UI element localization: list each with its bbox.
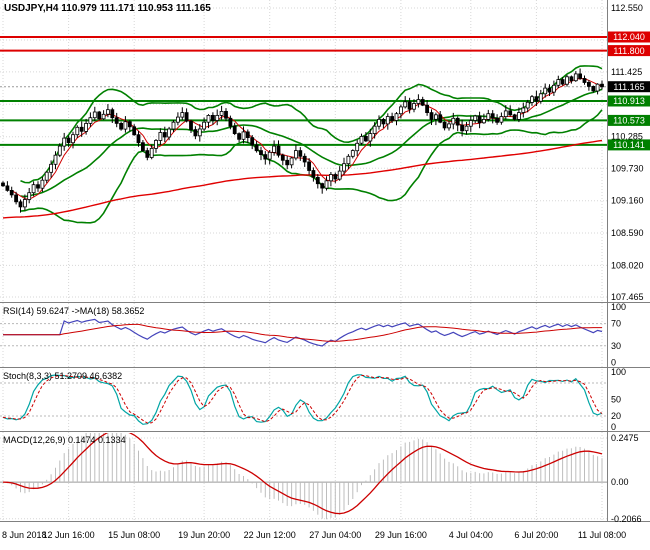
svg-text:110.913: 110.913 bbox=[613, 96, 645, 106]
svg-text:50: 50 bbox=[611, 395, 621, 405]
stoch-layer bbox=[2, 374, 603, 425]
svg-text:100: 100 bbox=[611, 302, 626, 312]
svg-text:107.465: 107.465 bbox=[611, 292, 644, 302]
svg-text:0.00: 0.00 bbox=[611, 477, 629, 487]
price-level-label[interactable] bbox=[608, 139, 650, 151]
x-axis-label: 6 Jul 20:00 bbox=[514, 530, 558, 540]
svg-text:0: 0 bbox=[611, 422, 616, 432]
svg-text:110.141: 110.141 bbox=[613, 140, 645, 150]
stoch-indicator-label: Stoch(8,3,3) 51.2709 46.6382 bbox=[3, 371, 123, 381]
svg-text:111.425: 111.425 bbox=[611, 67, 642, 77]
x-axis-label: 22 Jun 12:00 bbox=[244, 530, 296, 540]
x-axis-label: 12 Jun 16:00 bbox=[43, 530, 95, 540]
rsi-indicator-label: RSI(14) 59.6247 ->MA(18) 58.3652 bbox=[3, 306, 145, 316]
price-level-label[interactable] bbox=[608, 31, 650, 43]
chart-title: USDJPY,H4 110.979 111.171 110.953 111.16… bbox=[4, 3, 211, 14]
svg-text:70: 70 bbox=[611, 319, 621, 329]
x-axis-label: 19 Jun 20:00 bbox=[178, 530, 230, 540]
svg-text:20: 20 bbox=[611, 411, 621, 421]
price-level-label[interactable] bbox=[608, 45, 650, 57]
stoch-d-line bbox=[2, 374, 603, 424]
macd-layer bbox=[2, 433, 603, 520]
svg-text:112.550: 112.550 bbox=[611, 3, 643, 13]
svg-text:0: 0 bbox=[611, 357, 616, 367]
bollinger-middle-line bbox=[20, 88, 603, 198]
svg-text:111.800: 111.800 bbox=[613, 46, 644, 56]
svg-text:112.040: 112.040 bbox=[613, 32, 645, 42]
svg-text:110.285: 110.285 bbox=[611, 132, 643, 142]
svg-text:108.020: 108.020 bbox=[611, 260, 644, 270]
svg-text:30: 30 bbox=[611, 341, 621, 351]
x-axis-label: 4 Jul 04:00 bbox=[449, 530, 493, 540]
grid-layer bbox=[0, 0, 607, 521]
svg-text:108.590: 108.590 bbox=[611, 228, 644, 238]
svg-text:111.165: 111.165 bbox=[613, 82, 644, 92]
macd-signal-line bbox=[2, 433, 603, 515]
price-level-label[interactable] bbox=[608, 95, 650, 107]
macd-indicator-label: MACD(12,26,9) 0.1474 0.1334 bbox=[3, 435, 126, 445]
price-level-label[interactable] bbox=[608, 114, 650, 126]
main-chart-layer[interactable] bbox=[0, 36, 607, 224]
rsi-line bbox=[3, 318, 603, 347]
macd-histogram bbox=[6, 433, 603, 520]
candles-layer bbox=[1, 68, 604, 213]
price-level-label[interactable] bbox=[608, 81, 650, 93]
svg-text:0.2475: 0.2475 bbox=[611, 433, 639, 443]
svg-text:109.160: 109.160 bbox=[611, 196, 644, 206]
x-axis-label: 11 Jul 08:00 bbox=[578, 530, 626, 540]
fast-ma-line bbox=[11, 77, 603, 200]
svg-text:109.730: 109.730 bbox=[611, 163, 644, 173]
x-axis-label: 29 Jun 16:00 bbox=[375, 530, 427, 540]
rsi-layer bbox=[3, 318, 603, 347]
stoch-k-line bbox=[2, 374, 603, 425]
svg-text:-0.2066: -0.2066 bbox=[611, 514, 642, 524]
slow-ma-line bbox=[2, 139, 603, 219]
bollinger-lower-line bbox=[20, 109, 603, 224]
x-axis-label: 8 Jun 2018 bbox=[2, 530, 47, 540]
bollinger-upper-line bbox=[20, 65, 603, 184]
x-axis-label: 15 Jun 08:00 bbox=[108, 530, 160, 540]
x-axis-label: 27 Jun 04:00 bbox=[309, 530, 361, 540]
svg-text:110.573: 110.573 bbox=[613, 116, 645, 126]
svg-text:100: 100 bbox=[611, 367, 626, 377]
rsi-ma-line bbox=[3, 323, 602, 342]
